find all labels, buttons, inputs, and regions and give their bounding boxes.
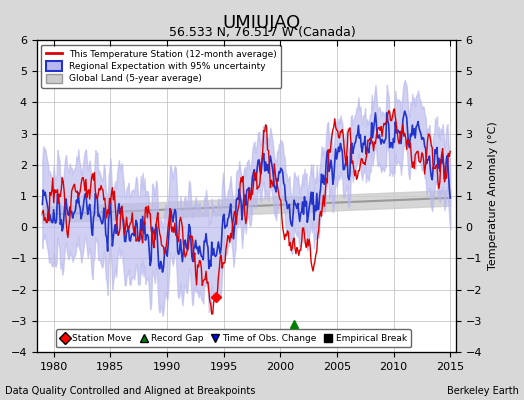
Text: 56.533 N, 76.517 W (Canada): 56.533 N, 76.517 W (Canada) bbox=[169, 26, 355, 39]
Y-axis label: Temperature Anomaly (°C): Temperature Anomaly (°C) bbox=[488, 122, 498, 270]
Text: Data Quality Controlled and Aligned at Breakpoints: Data Quality Controlled and Aligned at B… bbox=[5, 386, 256, 396]
Text: Berkeley Earth: Berkeley Earth bbox=[447, 386, 519, 396]
Text: UMIUJAQ: UMIUJAQ bbox=[223, 14, 301, 32]
Legend: Station Move, Record Gap, Time of Obs. Change, Empirical Break: Station Move, Record Gap, Time of Obs. C… bbox=[56, 330, 411, 348]
